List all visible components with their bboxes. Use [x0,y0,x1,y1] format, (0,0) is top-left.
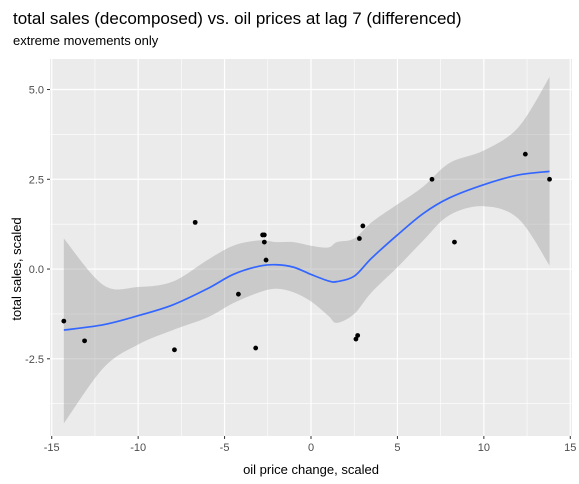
smooth-line [63,170,550,331]
data-point [263,257,269,263]
data-point [236,291,241,297]
y-tick-label: 0.0 [29,264,44,276]
data-point [522,151,528,157]
data-point [82,338,87,344]
data-point [61,318,67,324]
chart-title: total sales (decomposed) vs. oil prices … [13,9,462,28]
major-gridlines [50,59,572,436]
x-tick-label: -10 [130,442,146,454]
x-tick-label: -5 [220,442,230,454]
data-point [353,336,359,342]
y-tick-label: 5.0 [29,85,44,97]
data-point [356,236,362,241]
y-tick-label: -2.5 [25,354,44,366]
y-axis-title: total sales, scaled [9,217,24,320]
x-tick-label: 5 [394,442,400,454]
x-tick-label: 0 [308,442,314,454]
data-point [172,347,177,353]
data-point [261,239,267,245]
confidence-band [63,76,550,424]
data-point [192,219,198,225]
data-point [253,345,259,351]
y-axis: -2.5 0.0 2.5 5.0 [25,85,50,366]
data-points [61,151,552,353]
x-tick-label: 15 [564,442,576,454]
data-point [547,176,552,182]
x-axis-title: oil price change, scaled [243,462,379,477]
data-point [261,232,267,238]
x-tick-label: -15 [44,442,60,454]
x-axis: -15 -10 -5 0 5 10 15 [44,436,576,454]
data-point [355,333,361,338]
data-point [429,176,435,182]
data-point [452,239,457,245]
chart-subtitle: extreme movements only [13,33,159,48]
data-point [360,223,366,229]
y-tick-label: 2.5 [29,174,44,186]
x-tick-label: 10 [478,442,490,454]
